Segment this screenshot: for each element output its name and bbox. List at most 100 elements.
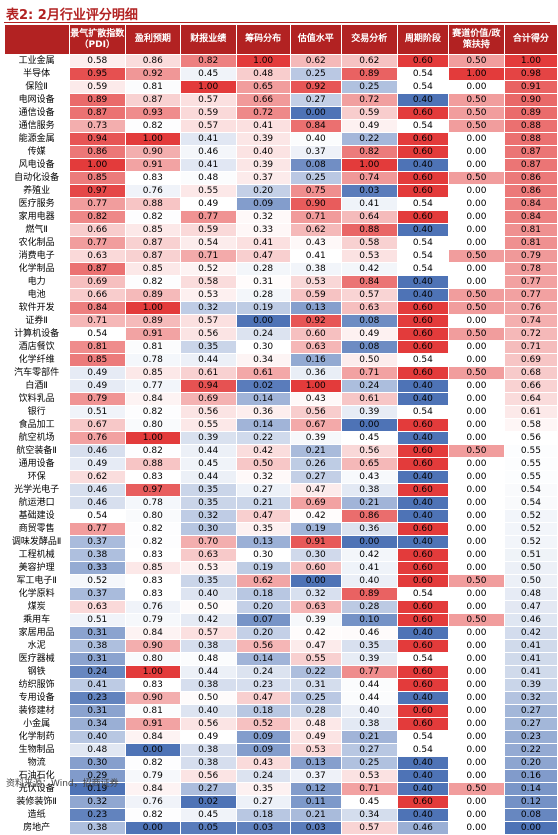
score-cell: 0.85 bbox=[124, 561, 181, 575]
table-row: 养殖业 0.97 0.76 0.55 0.20 0.75 0.03 0.60 0.00 0.86 bbox=[4, 184, 558, 198]
score-cell: 0.00 bbox=[447, 626, 505, 640]
industry-score-table: 景气扩散指数（PDI） 盈利预期 财报业绩 筹码分布 估值水平 交易分析 周期阶… bbox=[4, 24, 558, 835]
score-cell: 0.42 bbox=[179, 613, 237, 627]
score-cell: 0.82 bbox=[68, 210, 126, 224]
score-cell: 0.00 bbox=[340, 535, 398, 549]
score-cell: 0.52 bbox=[68, 574, 126, 588]
score-cell: 0.24 bbox=[235, 665, 291, 679]
score-cell: 0.00 bbox=[447, 600, 505, 614]
score-cell: 0.38 bbox=[179, 678, 237, 692]
score-cell: 0.39 bbox=[340, 405, 398, 419]
score-cell: 0.25 bbox=[340, 756, 398, 770]
table-row: 饮料乳品 0.79 0.84 0.69 0.14 0.43 0.61 0.40 0.00 0.64 bbox=[4, 392, 558, 406]
score-cell: 0.82 bbox=[340, 145, 398, 159]
table-row: 装修建材 0.31 0.81 0.40 0.18 0.28 0.40 0.60 0.00 0.27 bbox=[4, 704, 558, 718]
score-cell: 0.50 bbox=[447, 288, 505, 302]
score-cell: 0.90 bbox=[124, 145, 181, 159]
score-cell: 0.38 bbox=[179, 743, 237, 757]
score-cell: 0.84 bbox=[124, 782, 181, 796]
table-row: 美容护理 0.33 0.85 0.53 0.19 0.60 0.41 0.60 0.00 0.50 bbox=[4, 561, 558, 575]
score-cell: 0.38 bbox=[289, 262, 342, 276]
score-cell: 0.55 bbox=[179, 184, 237, 198]
score-cell: 0.56 bbox=[235, 639, 291, 653]
score-cell: 0.71 bbox=[68, 314, 126, 328]
score-cell: 0.32 bbox=[503, 691, 558, 705]
score-cell: 0.63 bbox=[179, 548, 237, 562]
score-cell: 0.88 bbox=[124, 197, 181, 211]
score-cell: 0.27 bbox=[503, 704, 558, 718]
industry-name: 电网设备 bbox=[4, 93, 70, 107]
score-cell: 0.60 bbox=[396, 210, 449, 224]
industry-name: 商贸零售 bbox=[4, 522, 70, 536]
score-cell: 0.89 bbox=[340, 67, 398, 81]
industry-name: 环保 bbox=[4, 470, 70, 484]
score-cell: 0.52 bbox=[503, 535, 558, 549]
score-cell: 0.77 bbox=[124, 379, 181, 393]
table-row: 化学制品 0.87 0.85 0.52 0.28 0.38 0.42 0.54 0.00 0.78 bbox=[4, 262, 558, 276]
score-cell: 0.28 bbox=[289, 704, 342, 718]
score-cell: 0.82 bbox=[124, 522, 181, 536]
score-cell: 0.36 bbox=[340, 522, 398, 536]
score-cell: 0.91 bbox=[124, 717, 181, 731]
score-cell: 0.60 bbox=[396, 613, 449, 627]
score-cell: 0.21 bbox=[340, 730, 398, 744]
score-cell: 0.95 bbox=[68, 67, 126, 81]
industry-name: 乘用车 bbox=[4, 613, 70, 627]
score-cell: 0.44 bbox=[179, 353, 237, 367]
score-cell: 0.51 bbox=[68, 613, 126, 627]
score-cell: 0.46 bbox=[68, 444, 126, 458]
score-cell: 0.29 bbox=[68, 769, 126, 783]
score-cell: 0.20 bbox=[235, 600, 291, 614]
score-cell: 0.55 bbox=[503, 470, 558, 484]
industry-name: 通信设备 bbox=[4, 106, 70, 120]
industry-name: 软件开发 bbox=[4, 301, 70, 315]
industry-name: 生物制品 bbox=[4, 743, 70, 757]
score-cell: 0.39 bbox=[289, 613, 342, 627]
score-cell: 0.60 bbox=[396, 561, 449, 575]
score-cell: 0.60 bbox=[396, 600, 449, 614]
score-cell: 0.49 bbox=[68, 366, 126, 380]
score-cell: 0.60 bbox=[396, 132, 449, 146]
score-cell: 0.91 bbox=[289, 535, 342, 549]
score-cell: 0.49 bbox=[179, 197, 237, 211]
score-cell: 0.50 bbox=[447, 106, 505, 120]
score-cell: 0.88 bbox=[124, 457, 181, 471]
industry-name: 半导体 bbox=[4, 67, 70, 81]
score-cell: 0.24 bbox=[68, 665, 126, 679]
score-cell: 0.54 bbox=[396, 743, 449, 757]
score-cell: 0.39 bbox=[235, 132, 291, 146]
score-cell: 0.40 bbox=[340, 704, 398, 718]
score-cell: 0.40 bbox=[396, 93, 449, 107]
score-cell: 0.40 bbox=[396, 535, 449, 549]
score-cell: 0.60 bbox=[396, 574, 449, 588]
score-cell: 0.40 bbox=[340, 574, 398, 588]
header-cell: 交易分析 bbox=[340, 24, 398, 55]
score-cell: 0.60 bbox=[396, 483, 449, 497]
score-cell: 0.54 bbox=[396, 249, 449, 263]
score-cell: 0.33 bbox=[68, 561, 126, 575]
score-cell: 0.54 bbox=[396, 730, 449, 744]
score-cell: 0.02 bbox=[179, 795, 237, 809]
industry-name: 食品加工 bbox=[4, 418, 70, 432]
score-cell: 1.00 bbox=[179, 80, 237, 94]
score-cell: 0.50 bbox=[235, 457, 291, 471]
score-cell: 0.50 bbox=[340, 353, 398, 367]
score-cell: 0.76 bbox=[503, 301, 558, 315]
score-cell: 0.91 bbox=[124, 158, 181, 172]
score-cell: 0.41 bbox=[179, 158, 237, 172]
table-row: 软件开发 0.84 1.00 0.32 0.19 0.13 0.63 0.60 0.50 0.76 bbox=[4, 301, 558, 315]
score-cell: 0.49 bbox=[289, 730, 342, 744]
score-cell: 0.00 bbox=[447, 509, 505, 523]
table-row: 银行 0.51 0.82 0.56 0.36 0.56 0.39 0.54 0.00 0.61 bbox=[4, 405, 558, 419]
score-cell: 0.89 bbox=[124, 288, 181, 302]
score-cell: 0.59 bbox=[179, 106, 237, 120]
score-cell: 0.03 bbox=[289, 821, 342, 835]
table-row: 物流 0.30 0.82 0.38 0.43 0.13 0.25 0.40 0.00 0.20 bbox=[4, 756, 558, 770]
score-cell: 0.09 bbox=[235, 743, 291, 757]
score-cell: 0.54 bbox=[396, 587, 449, 601]
table-row: 生物制品 0.48 0.00 0.38 0.09 0.53 0.27 0.54 0.00 0.22 bbox=[4, 743, 558, 757]
score-cell: 0.45 bbox=[179, 67, 237, 81]
score-cell: 0.22 bbox=[289, 665, 342, 679]
score-cell: 0.00 bbox=[447, 652, 505, 666]
industry-name: 军工电子Ⅱ bbox=[4, 574, 70, 588]
